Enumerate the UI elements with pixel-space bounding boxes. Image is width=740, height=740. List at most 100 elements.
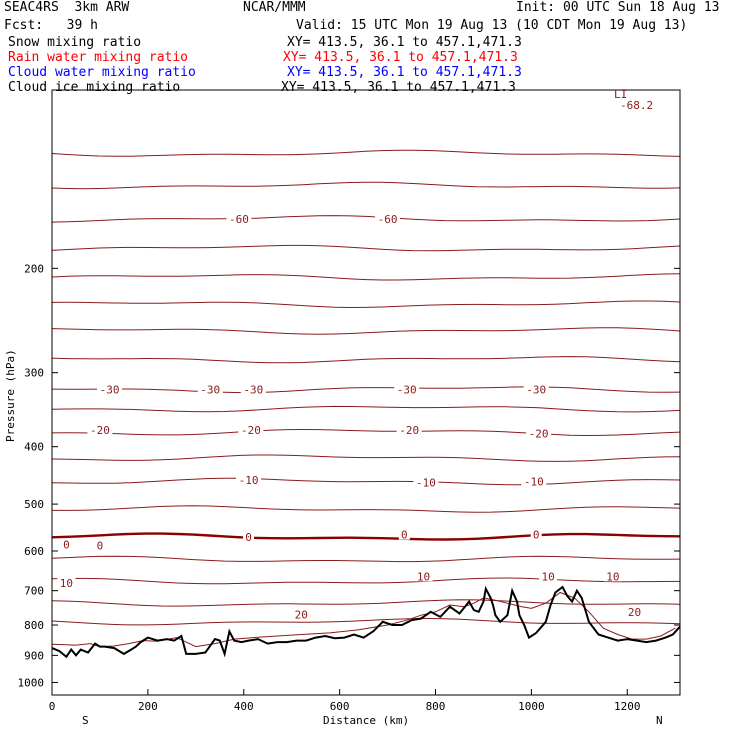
li-label: LI <box>614 88 627 101</box>
x-tick-label: 0 <box>49 700 56 713</box>
x-tick-label: 400 <box>234 700 254 713</box>
isotherm-line <box>51 477 681 486</box>
field-xy-snow: XY= 413.5, 36.1 to 457.1,471.3 <box>287 35 522 50</box>
isotherm-line <box>51 386 681 394</box>
isotherm-line <box>51 300 681 309</box>
contour-label: -20 <box>399 424 419 437</box>
isotherm-line <box>51 356 681 364</box>
x-tick-label: 200 <box>138 700 158 713</box>
contour-label-bg <box>236 473 262 485</box>
y-tick-label: 400 <box>24 441 44 454</box>
contour-label: -20 <box>529 427 549 440</box>
contour-label: -60 <box>378 213 398 226</box>
y-tick-label: 300 <box>24 367 44 380</box>
contour-label: 20 <box>628 606 641 619</box>
contour-label-bg <box>398 528 410 540</box>
field-xy-cloud-ice: XY= 413.5, 36.1 to 457.1,471.3 <box>281 80 516 95</box>
contour-label-bg <box>526 427 552 439</box>
contour-label: -10 <box>524 476 544 489</box>
field-label-snow: Snow mixing ratio <box>8 35 142 50</box>
y-tick-label: 900 <box>24 649 44 662</box>
isotherm-line <box>51 273 681 281</box>
contour-label-bg <box>396 424 422 436</box>
contour-label-bg <box>57 577 76 589</box>
isotherm-line <box>51 181 681 190</box>
x-end-label-south: S <box>82 714 89 727</box>
contour-label: -60 <box>229 213 249 226</box>
x-tick-label: 1200 <box>614 700 641 713</box>
contour-label: 10 <box>60 577 73 590</box>
y-tick-label: 200 <box>24 262 44 275</box>
terrain-line <box>51 585 681 659</box>
contour-label: 20 <box>295 609 308 622</box>
x-tick-label: 1000 <box>518 700 545 713</box>
contour-label: -30 <box>397 383 417 396</box>
init-time: Init: 00 UTC Sun 18 Aug 13 <box>516 0 720 15</box>
terrain-layer <box>51 585 681 659</box>
field-xy-rain: XY= 413.5, 36.1 to 457.1,471.3 <box>283 50 518 65</box>
contour-label: -20 <box>241 424 261 437</box>
contour-label: -10 <box>239 474 259 487</box>
contour-label-bg <box>60 538 72 550</box>
y-tick-label: 700 <box>24 585 44 598</box>
contour-label: -10 <box>416 477 436 490</box>
contour-label-bg <box>87 424 113 436</box>
plot-frame <box>51 89 681 696</box>
contour-label: 0 <box>245 531 252 544</box>
y-axis-label: Pressure (hPa) <box>4 349 17 442</box>
isotherm-layer: -60 -60 -30 -30 -30 -30 -30 -20 -20 -20 -20 -10 -10 -… <box>51 149 681 648</box>
field-label-cloud-ice: Cloud ice mixing ratio <box>8 80 181 95</box>
contour-label: 0 <box>533 529 540 542</box>
field-label-rain: Rain water mixing ratio <box>8 50 189 65</box>
isotherm-line <box>51 149 681 157</box>
isotherm-line <box>51 215 681 223</box>
contour-label-bg <box>243 530 255 542</box>
x-end-label-north: N <box>656 714 663 727</box>
contour-label-bg <box>625 605 644 617</box>
y-tick-label: 500 <box>24 498 44 511</box>
contour-label: -30 <box>100 383 120 396</box>
contour-label-bg <box>97 383 123 395</box>
contour-label: 10 <box>542 570 555 583</box>
isotherm-line <box>51 532 681 541</box>
contour-label: 0 <box>63 538 70 551</box>
isotherm-line <box>51 327 681 335</box>
contour-label-bg <box>539 570 558 582</box>
field-xy-cloud-water: XY= 413.5, 36.1 to 457.1,471.3 <box>287 65 522 80</box>
contour-label-bg <box>394 383 420 395</box>
contour-label-bg <box>375 212 401 224</box>
contour-label: 0 <box>97 539 104 552</box>
model-title: SEAC4RS 3km ARW <box>4 0 130 15</box>
contour-label: -20 <box>90 424 110 437</box>
isotherm-line <box>51 405 681 413</box>
isotherm-line <box>51 599 681 607</box>
isotherm-line <box>51 244 681 252</box>
isotherm-line <box>51 454 681 462</box>
contour-label-bg <box>226 212 252 224</box>
valid-time: Valid: 15 UTC Mon 19 Aug 13 (10 CDT Mon … <box>296 18 688 33</box>
isotherm-line <box>51 617 681 626</box>
contour-label-bg <box>238 424 264 436</box>
contour-label: -30 <box>243 383 263 396</box>
contour-label-bg <box>413 476 439 488</box>
contour-label: 10 <box>417 570 430 583</box>
y-tick-label: 1000 <box>18 676 45 689</box>
contour-label: 0 <box>401 529 408 542</box>
contour-label-bg <box>414 570 433 582</box>
isotherm-line <box>51 428 681 437</box>
contour-label-bg <box>530 528 542 540</box>
contour-label-bg <box>197 383 223 395</box>
contour-label: -30 <box>200 383 220 396</box>
field-label-cloud-water: Cloud water mixing ratio <box>8 65 196 80</box>
y-tick-label: 600 <box>24 545 44 558</box>
contour-label-bg <box>94 539 106 551</box>
center-label: NCAR/MMM <box>243 0 306 15</box>
isotherm-line <box>51 577 681 585</box>
contour-label-bg <box>240 383 266 395</box>
contour-label: -30 <box>526 383 546 396</box>
contour-label-bg <box>523 383 549 395</box>
li-value: -68.2 <box>620 99 653 112</box>
contour-label-bg <box>521 475 547 487</box>
